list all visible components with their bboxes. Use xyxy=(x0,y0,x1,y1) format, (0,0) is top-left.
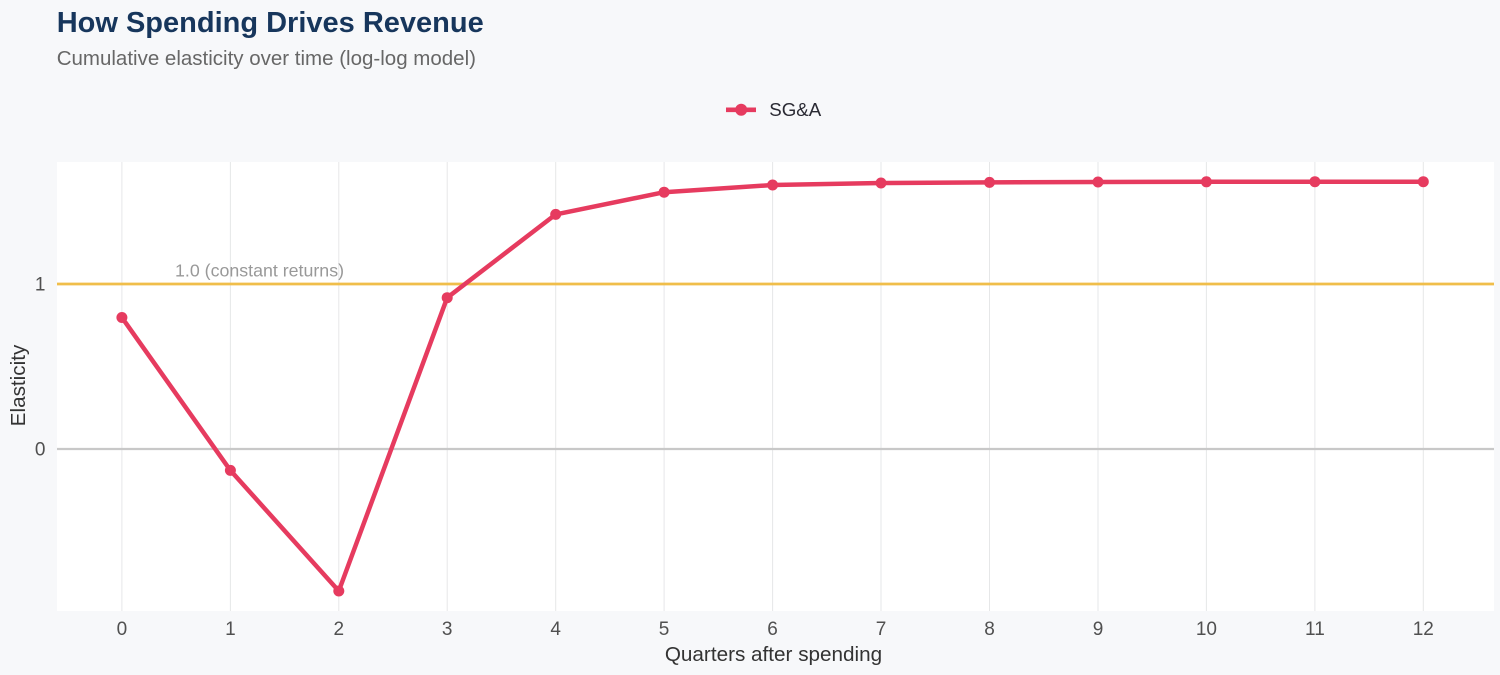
svg-text:1.0 (constant returns): 1.0 (constant returns) xyxy=(175,260,344,280)
svg-text:Elasticity: Elasticity xyxy=(7,344,30,426)
svg-text:6: 6 xyxy=(767,619,778,640)
svg-text:1: 1 xyxy=(35,274,46,295)
svg-text:7: 7 xyxy=(876,619,887,640)
svg-text:Quarters after spending: Quarters after spending xyxy=(665,643,882,666)
svg-text:2: 2 xyxy=(334,619,345,640)
svg-text:9: 9 xyxy=(1093,619,1104,640)
svg-text:3: 3 xyxy=(442,619,453,640)
svg-text:4: 4 xyxy=(550,619,561,640)
svg-text:12: 12 xyxy=(1413,619,1434,640)
svg-text:SG&A: SG&A xyxy=(769,99,821,120)
svg-text:How Spending Drives Revenue: How Spending Drives Revenue xyxy=(57,7,484,39)
svg-text:0: 0 xyxy=(35,440,46,461)
svg-text:0: 0 xyxy=(117,619,128,640)
svg-text:Cumulative elasticity over tim: Cumulative elasticity over time (log-log… xyxy=(57,47,476,70)
svg-text:5: 5 xyxy=(659,619,670,640)
svg-text:1: 1 xyxy=(225,619,236,640)
svg-text:8: 8 xyxy=(984,619,995,640)
svg-text:11: 11 xyxy=(1305,619,1325,640)
svg-text:10: 10 xyxy=(1196,619,1217,640)
